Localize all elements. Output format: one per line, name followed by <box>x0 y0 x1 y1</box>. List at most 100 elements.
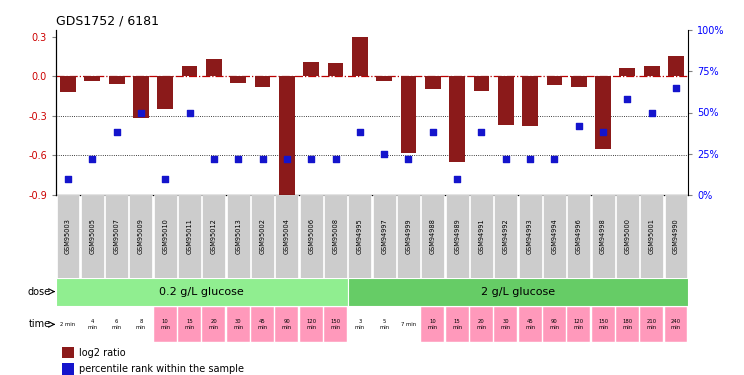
Bar <box>62 346 74 358</box>
Point <box>621 96 633 102</box>
Bar <box>105 307 128 342</box>
Text: 150
min: 150 min <box>330 319 341 330</box>
Text: 30
min: 30 min <box>501 319 511 330</box>
Bar <box>473 76 490 91</box>
Text: GSM95000: GSM95000 <box>624 218 630 254</box>
Bar <box>664 307 687 342</box>
Bar <box>373 307 396 342</box>
Point <box>646 110 658 116</box>
Bar <box>347 278 688 306</box>
Bar <box>641 195 663 278</box>
Bar <box>470 195 493 278</box>
Bar <box>616 195 639 278</box>
Text: 10
min: 10 min <box>428 319 438 330</box>
Bar <box>178 195 201 278</box>
Text: 210
min: 210 min <box>647 319 657 330</box>
Bar <box>129 195 153 278</box>
Bar <box>227 307 250 342</box>
Text: GSM94992: GSM94992 <box>503 218 509 254</box>
Text: GSM94999: GSM94999 <box>405 218 411 254</box>
Bar <box>591 195 615 278</box>
Bar <box>56 278 347 306</box>
Bar <box>348 195 371 278</box>
Text: 8
min: 8 min <box>136 319 146 330</box>
Bar <box>279 76 295 198</box>
Text: time: time <box>29 320 51 329</box>
Bar <box>324 195 347 278</box>
Point <box>86 156 98 162</box>
Bar <box>81 195 103 278</box>
Text: GSM95006: GSM95006 <box>308 218 314 254</box>
Text: GSM94997: GSM94997 <box>381 218 387 254</box>
Bar <box>376 76 392 81</box>
Text: 10
min: 10 min <box>160 319 170 330</box>
Bar <box>522 76 538 126</box>
Bar <box>446 195 469 278</box>
Bar <box>616 307 639 342</box>
Text: dose: dose <box>28 286 51 297</box>
Text: GSM95008: GSM95008 <box>333 218 339 254</box>
Text: 150
min: 150 min <box>598 319 608 330</box>
Text: GSM95005: GSM95005 <box>89 218 95 254</box>
Point <box>135 110 147 116</box>
Bar <box>304 62 319 76</box>
Bar <box>400 76 417 153</box>
Bar <box>57 307 80 342</box>
Text: 6
min: 6 min <box>112 319 122 330</box>
Bar <box>568 195 590 278</box>
Bar <box>397 307 420 342</box>
Text: GSM94996: GSM94996 <box>576 218 582 254</box>
Bar <box>668 56 684 76</box>
Text: GSM95009: GSM95009 <box>138 218 144 254</box>
Bar <box>275 195 298 278</box>
Point <box>451 176 463 181</box>
Text: 20
min: 20 min <box>209 319 219 330</box>
Bar <box>425 76 440 89</box>
Bar <box>519 307 542 342</box>
Bar <box>449 76 465 162</box>
Bar <box>62 363 74 375</box>
Point <box>159 176 171 181</box>
Text: GSM94998: GSM94998 <box>600 218 606 254</box>
Text: GSM94993: GSM94993 <box>527 218 533 254</box>
Bar <box>595 76 611 149</box>
Bar <box>251 307 274 342</box>
Text: GSM94990: GSM94990 <box>673 218 679 254</box>
Bar <box>231 76 246 83</box>
Point <box>475 129 487 135</box>
Text: 7 min: 7 min <box>401 322 416 327</box>
Bar <box>446 307 469 342</box>
Bar <box>352 37 368 76</box>
Bar <box>157 76 173 109</box>
Text: 120
min: 120 min <box>574 319 584 330</box>
Text: 90
min: 90 min <box>549 319 559 330</box>
Text: log2 ratio: log2 ratio <box>79 348 125 358</box>
Text: 180
min: 180 min <box>622 319 632 330</box>
Point <box>573 123 585 129</box>
Bar <box>227 195 250 278</box>
Bar <box>154 307 176 342</box>
Text: 2 g/L glucose: 2 g/L glucose <box>481 286 555 297</box>
Text: GDS1752 / 6181: GDS1752 / 6181 <box>56 15 158 27</box>
Point <box>500 156 512 162</box>
Text: 0.2 g/L glucose: 0.2 g/L glucose <box>159 286 244 297</box>
Point <box>330 156 341 162</box>
Text: 4
min: 4 min <box>87 319 97 330</box>
Text: 3
min: 3 min <box>355 319 365 330</box>
Bar <box>494 195 517 278</box>
Bar <box>421 307 444 342</box>
Text: GSM95001: GSM95001 <box>649 218 655 254</box>
Bar <box>494 307 517 342</box>
Point <box>111 129 123 135</box>
Bar <box>154 195 176 278</box>
Text: GSM94988: GSM94988 <box>430 218 436 254</box>
Text: GSM94991: GSM94991 <box>478 218 484 254</box>
Bar <box>300 195 323 278</box>
Text: 2 min: 2 min <box>60 322 76 327</box>
Bar <box>543 307 566 342</box>
Text: percentile rank within the sample: percentile rank within the sample <box>79 364 243 375</box>
Text: 90
min: 90 min <box>282 319 292 330</box>
Point <box>232 156 244 162</box>
Bar <box>206 59 222 76</box>
Bar <box>591 307 615 342</box>
